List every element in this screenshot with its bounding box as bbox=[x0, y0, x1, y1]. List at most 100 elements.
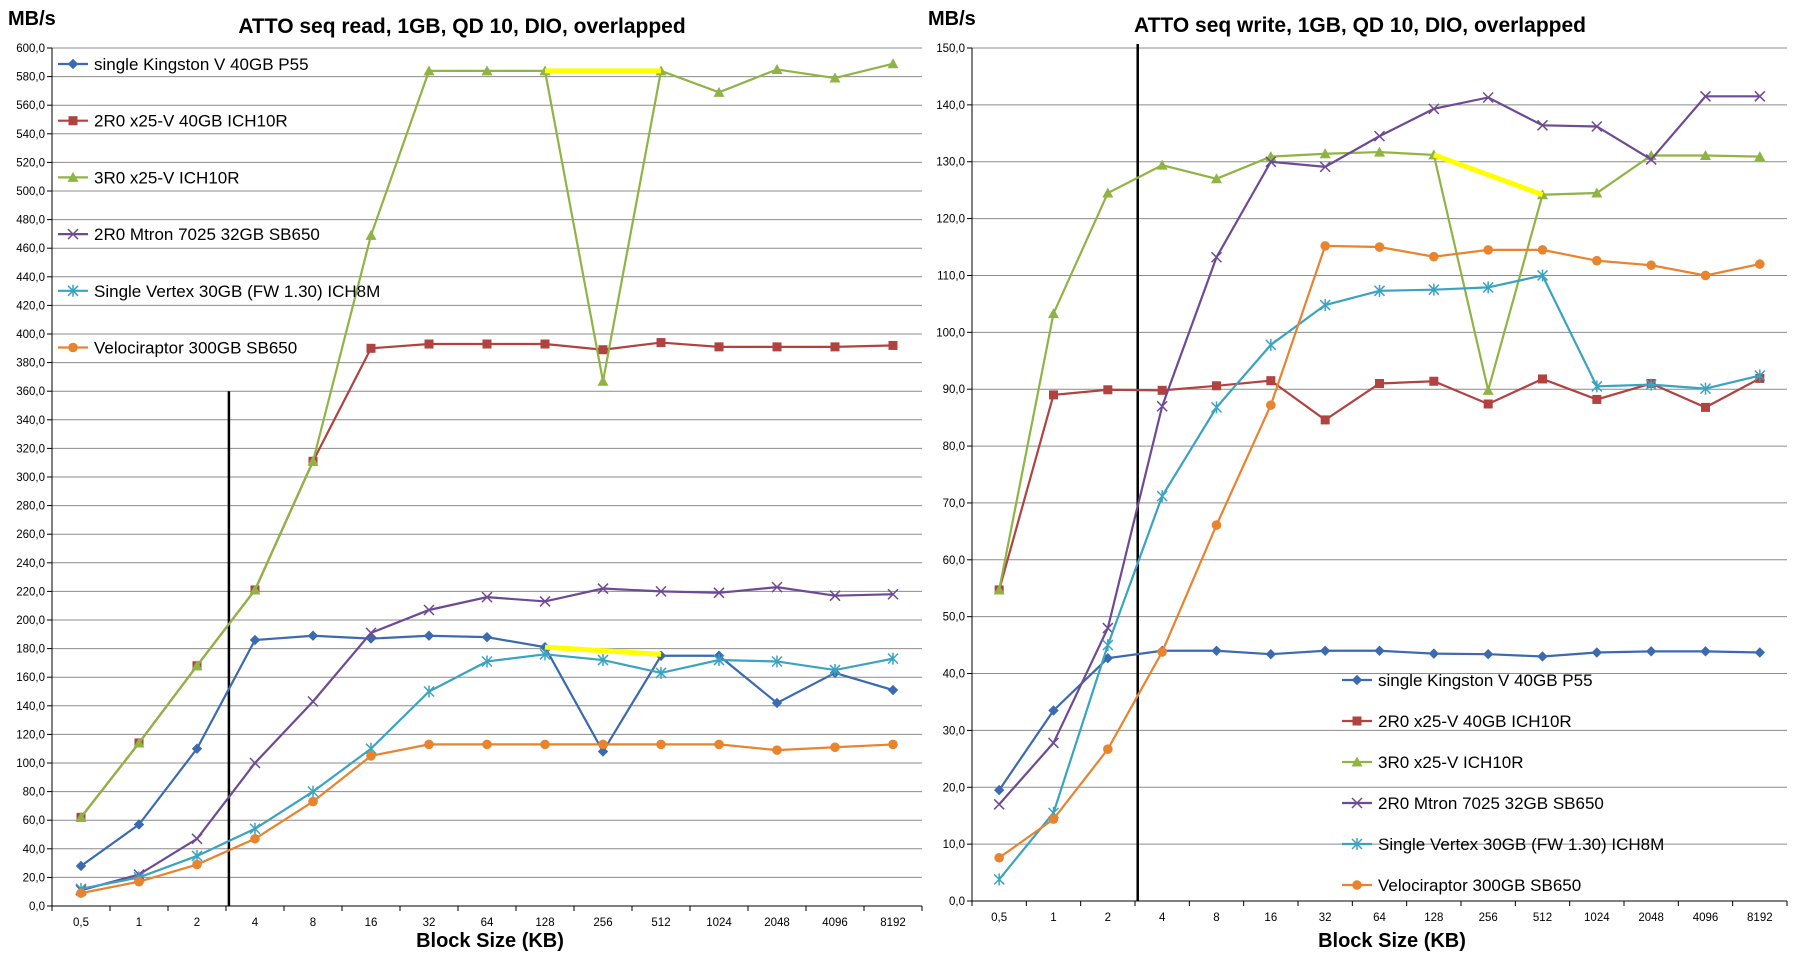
y-tick-label: 420,0 bbox=[16, 300, 45, 312]
data-point bbox=[1483, 399, 1493, 409]
data-point bbox=[365, 627, 377, 639]
data-point bbox=[1102, 639, 1114, 652]
legend-label: 2R0 x25-V 40GB ICH10R bbox=[1378, 712, 1572, 731]
data-point bbox=[713, 86, 725, 97]
data-point bbox=[75, 811, 87, 822]
data-point bbox=[714, 739, 724, 750]
data-point bbox=[482, 339, 492, 349]
data-point bbox=[1700, 270, 1711, 281]
y-tick-label: 50,0 bbox=[943, 612, 965, 624]
legend-item: 2R0 Mtron 7025 32GB SB650 bbox=[1342, 794, 1604, 813]
data-point bbox=[1700, 149, 1711, 160]
data-point bbox=[771, 655, 783, 668]
legend-item: single Kingston V 40GB P55 bbox=[1342, 671, 1593, 690]
data-point bbox=[1212, 381, 1221, 391]
x-tick-label: 1 bbox=[1050, 912, 1056, 924]
data-point bbox=[1592, 394, 1602, 404]
y-tick-label: 540,0 bbox=[16, 129, 45, 141]
data-point bbox=[1482, 281, 1494, 294]
data-point bbox=[1537, 245, 1548, 255]
legend-label: 2R0 x25-V 40GB ICH10R bbox=[94, 112, 288, 131]
x-tick-label: 8 bbox=[310, 917, 316, 929]
data-point bbox=[598, 739, 608, 750]
data-point bbox=[1536, 119, 1549, 131]
x-tick-label: 16 bbox=[365, 917, 378, 929]
x-tick-label: 8192 bbox=[1747, 912, 1773, 924]
data-point bbox=[829, 664, 841, 677]
data-point bbox=[1265, 338, 1277, 351]
write-chart-x-ticks: 0,5 1 2 4 8 16 32 64 128 256 512 1024 2048 4096 8192 bbox=[971, 901, 1788, 924]
data-point bbox=[1266, 376, 1276, 386]
data-point bbox=[307, 455, 319, 466]
y-tick-label: 30,0 bbox=[943, 725, 965, 737]
data-point bbox=[423, 630, 435, 641]
y-tick-label: 20,0 bbox=[23, 872, 45, 884]
data-point bbox=[771, 697, 783, 709]
x-tick-label: 1 bbox=[136, 917, 142, 929]
data-point bbox=[1374, 242, 1385, 252]
data-point bbox=[1048, 308, 1059, 319]
data-point bbox=[249, 634, 261, 646]
data-point bbox=[1375, 379, 1384, 389]
x-tick-label: 8 bbox=[1213, 912, 1219, 924]
y-tick-label: 200,0 bbox=[16, 615, 45, 627]
data-point bbox=[365, 229, 377, 240]
y-tick-label: 0,0 bbox=[949, 896, 965, 908]
data-point bbox=[1754, 90, 1766, 102]
y-tick-label: 580,0 bbox=[16, 72, 45, 84]
data-point bbox=[539, 648, 551, 661]
legend-item: Single Vertex 30GB (FW 1.30) ICH8M bbox=[1342, 835, 1664, 854]
legend-item: Velociraptor 300GB SB650 bbox=[58, 339, 297, 358]
data-point bbox=[1319, 161, 1331, 173]
write-chart-plot-border bbox=[971, 48, 1787, 902]
legend-marker bbox=[67, 284, 79, 297]
write-chart-title: ATTO seq write, 1GB, QD 10, DIO, overlap… bbox=[1134, 14, 1586, 37]
data-point bbox=[1646, 260, 1656, 271]
x-tick-label: 512 bbox=[1533, 912, 1552, 924]
read-chart-legend: single Kingston V 40GB P55 2R0 x25-V 40GB… bbox=[58, 55, 380, 358]
data-point bbox=[1102, 622, 1114, 634]
data-point bbox=[76, 888, 86, 898]
data-point bbox=[655, 666, 667, 679]
y-tick-label: 60,0 bbox=[23, 815, 45, 827]
data-point bbox=[597, 583, 609, 595]
legend-label: Single Vertex 30GB (FW 1.30) ICH8M bbox=[1378, 835, 1664, 854]
data-point bbox=[1102, 652, 1114, 664]
y-tick-label: 240,0 bbox=[16, 558, 45, 570]
write-chart-y-ticks: 0,0 10,0 20,0 30,0 40,0 50,0 60,0 70,0 80,0 90,0 1… bbox=[936, 43, 972, 908]
x-tick-label: 64 bbox=[1373, 912, 1386, 924]
data-point bbox=[1482, 91, 1494, 104]
data-point bbox=[1482, 648, 1494, 660]
data-point bbox=[1048, 705, 1059, 716]
legend-label: 3R0 x25-V ICH10R bbox=[1378, 753, 1524, 772]
legend-label: single Kingston V 40GB P55 bbox=[94, 55, 309, 74]
legend-label: 2R0 Mtron 7025 32GB SB650 bbox=[94, 225, 320, 244]
data-point bbox=[1319, 645, 1331, 656]
x-tick-label: 256 bbox=[593, 917, 612, 929]
data-point bbox=[887, 652, 899, 665]
y-tick-label: 120,0 bbox=[16, 729, 45, 741]
y-tick-label: 380,0 bbox=[16, 358, 45, 370]
data-point bbox=[540, 339, 550, 349]
legend-item: 2R0 x25-V 40GB ICH10R bbox=[1342, 712, 1572, 731]
data-point bbox=[307, 695, 319, 708]
series-single-vertex-30gb-fw-1-30-ich8m bbox=[75, 648, 899, 895]
data-point bbox=[1266, 400, 1276, 410]
y-tick-label: 520,0 bbox=[16, 157, 45, 169]
data-point bbox=[597, 654, 609, 667]
series-2r0-mtron-7025-32gb-sb650 bbox=[75, 581, 899, 896]
y-tick-label: 460,0 bbox=[16, 243, 45, 255]
data-point bbox=[1591, 120, 1603, 133]
y-tick-label: 130,0 bbox=[936, 157, 965, 169]
y-tick-label: 280,0 bbox=[16, 501, 45, 513]
data-point bbox=[1428, 103, 1440, 115]
y-tick-label: 220,0 bbox=[16, 586, 45, 598]
data-point bbox=[713, 587, 725, 599]
read-chart-x-axis-label: Block Size (KB) bbox=[416, 930, 564, 952]
data-point bbox=[423, 685, 435, 698]
x-tick-label: 2 bbox=[194, 917, 200, 929]
x-tick-label: 2 bbox=[1105, 912, 1111, 924]
legend-marker bbox=[1351, 756, 1363, 767]
y-tick-label: 150,0 bbox=[936, 43, 965, 55]
data-point bbox=[713, 654, 725, 667]
